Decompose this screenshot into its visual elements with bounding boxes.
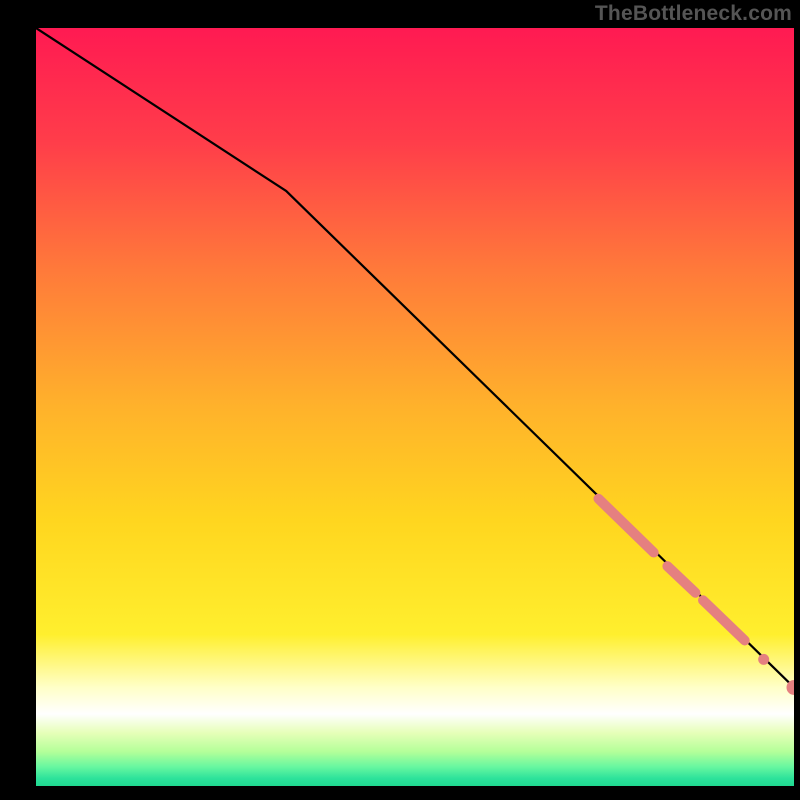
bottleneck-curve (36, 28, 794, 687)
highlight-segment (598, 499, 653, 553)
curve-overlay (36, 28, 794, 786)
highlight-segment (667, 566, 695, 593)
highlight-segment (703, 600, 745, 640)
plot-area (36, 28, 794, 786)
watermark: TheBottleneck.com (595, 2, 792, 26)
end-marker (759, 654, 769, 664)
